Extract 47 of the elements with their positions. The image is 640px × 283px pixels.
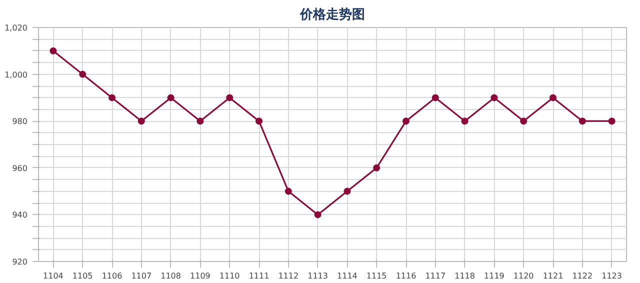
y-tick-label: 980 bbox=[12, 117, 28, 126]
point bbox=[344, 188, 351, 195]
x-tick-label: 1104 bbox=[43, 272, 64, 280]
y-tick-label: 1,000 bbox=[4, 70, 28, 80]
x-tick-label: 1116 bbox=[396, 272, 416, 280]
x-tick-label: 1120 bbox=[513, 272, 534, 280]
point bbox=[432, 94, 439, 102]
point bbox=[226, 94, 234, 102]
point bbox=[108, 94, 116, 102]
chart-title: 价格走势图 bbox=[299, 6, 365, 22]
x-tick-label: 1113 bbox=[308, 272, 328, 280]
x-tick-label: 1107 bbox=[131, 272, 152, 280]
point bbox=[490, 94, 498, 102]
x-tick-label: 1112 bbox=[278, 272, 299, 280]
x-tick-label: 1118 bbox=[454, 272, 475, 280]
point bbox=[373, 164, 380, 172]
point bbox=[79, 70, 86, 78]
point bbox=[402, 118, 410, 125]
y-tick-label: 920 bbox=[12, 258, 28, 266]
point bbox=[520, 118, 528, 125]
x-tick-label: 1106 bbox=[102, 272, 122, 280]
point bbox=[461, 118, 468, 125]
x-tick-label: 1122 bbox=[572, 272, 593, 280]
x-tick-label: 1115 bbox=[366, 272, 387, 280]
point bbox=[550, 94, 556, 102]
x-tick-label: 1111 bbox=[248, 272, 270, 280]
point bbox=[314, 211, 322, 218]
y-tick-label: 960 bbox=[12, 164, 28, 173]
point bbox=[196, 118, 204, 125]
point bbox=[608, 118, 616, 125]
x-tick-label: 1119 bbox=[484, 272, 504, 280]
x-tick-label: 1109 bbox=[190, 272, 210, 280]
x-tick-label: 1110 bbox=[219, 272, 240, 280]
point bbox=[578, 118, 586, 125]
y-tick-label: 940 bbox=[12, 210, 28, 220]
y-tick-label: 1,020 bbox=[4, 24, 28, 32]
point bbox=[167, 94, 174, 102]
point bbox=[138, 118, 145, 125]
x-tick-label: 1123 bbox=[602, 272, 622, 280]
point bbox=[256, 118, 262, 125]
point bbox=[50, 47, 57, 54]
x-tick-label: 1114 bbox=[337, 272, 358, 280]
x-tick-label: 1117 bbox=[425, 272, 446, 280]
point bbox=[284, 188, 292, 195]
x-tick-label: 1105 bbox=[72, 272, 93, 280]
x-tick-label: 1121 bbox=[542, 272, 564, 280]
x-tick-label: 1108 bbox=[160, 272, 181, 280]
